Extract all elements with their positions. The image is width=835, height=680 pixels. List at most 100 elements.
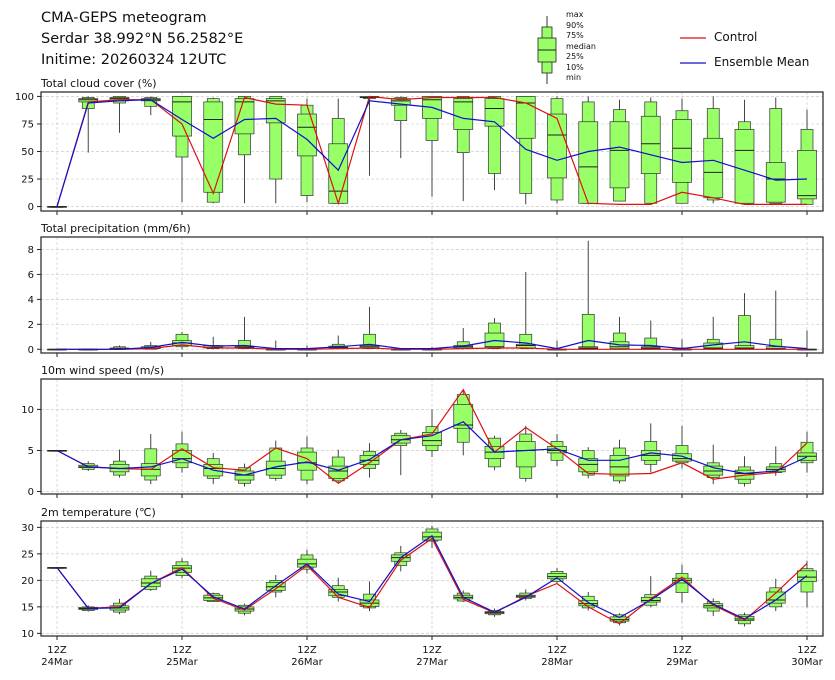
legend-label-p75: 75% <box>566 31 584 40</box>
box-36h <box>234 96 255 204</box>
x-tick-label-time: 12Z <box>172 645 192 656</box>
box-42h <box>265 440 286 481</box>
iqr-box <box>547 113 567 179</box>
y-tick-label: 6 <box>28 270 34 281</box>
y-tick-label: 25 <box>21 175 34 186</box>
box-138h <box>765 97 786 204</box>
title-initime: Initime: 20260324 12UTC <box>41 52 227 68</box>
box-120h <box>672 425 692 469</box>
box-66h <box>390 96 411 159</box>
panel-title: 10m wind speed (m/s) <box>41 364 164 377</box>
box-90h <box>515 96 536 205</box>
iqr-box <box>672 453 692 462</box>
iqr-box <box>390 98 411 106</box>
y-tick-label: 2 <box>28 320 34 331</box>
panel-title: Total cloud cover (%) <box>40 77 157 90</box>
box-24h <box>172 331 192 350</box>
legend-label-p10: 10% <box>566 62 584 72</box>
iqr-box <box>328 589 349 597</box>
box-48h <box>297 436 317 485</box>
iqr-box <box>640 115 661 174</box>
ensemble-mean-line <box>56 534 808 620</box>
box-78h <box>453 389 474 456</box>
panel-frame <box>40 236 824 354</box>
box-96h <box>547 434 567 467</box>
panel-title: Total precipitation (mm/6h) <box>40 222 191 235</box>
y-tick-label: 8 <box>28 245 34 256</box>
box-78h <box>453 96 474 202</box>
ensemble-mean-line <box>57 339 808 350</box>
ensemble-mean-line <box>56 420 808 476</box>
iqr-box <box>703 137 724 199</box>
box-114h <box>640 576 661 608</box>
y-tick-label: 50 <box>21 147 34 158</box>
box-126h <box>703 96 724 204</box>
y-tick-label: 0 <box>28 487 34 498</box>
x-tick-label-time: 12Z <box>547 645 567 656</box>
legend-box-glyph <box>537 16 557 84</box>
box-102h <box>578 240 599 350</box>
box-24h <box>172 96 192 203</box>
x-tick-label-time: 12Z <box>297 645 317 656</box>
iqr-box <box>578 121 599 204</box>
box-66h <box>390 429 411 476</box>
panel-frame <box>40 378 824 495</box>
p10-p90-box <box>581 313 595 350</box>
box-120h <box>672 98 692 204</box>
y-tick-label: 0 <box>28 202 34 213</box>
x-tick-label-date: 30Mar <box>791 657 823 668</box>
box-132h <box>734 99 755 204</box>
iqr-box <box>765 162 786 203</box>
panel-frame <box>40 91 824 212</box>
box-60h <box>359 443 380 478</box>
x-tick-label-date: 27Mar <box>416 657 448 668</box>
box-90h <box>515 271 536 350</box>
x-tick-label-time: 12Z <box>672 645 692 656</box>
box-72h <box>422 96 442 197</box>
box-114h <box>640 423 661 473</box>
y-tick-label: 0 <box>28 345 34 356</box>
iqr-box <box>734 129 755 204</box>
iqr-box <box>547 573 567 580</box>
iqr-box <box>297 451 317 471</box>
p10-p90-box <box>238 340 251 349</box>
iqr-box <box>297 558 317 568</box>
box-132h <box>734 293 755 350</box>
panel-2: Total precipitation (mm/6h) 0 2 4 6 8 <box>28 222 824 357</box>
box-90h <box>515 425 536 482</box>
x-tick-label-date: 24Mar <box>41 657 73 668</box>
legend-label-p90: 90% <box>566 20 584 30</box>
y-tick-label: 20 <box>21 576 34 587</box>
iqr-box <box>453 98 474 130</box>
iqr-box <box>422 432 442 446</box>
control-line <box>57 344 807 350</box>
box-0h <box>47 206 67 208</box>
y-tick-label: 75 <box>21 119 34 130</box>
legend-label-median: median <box>566 41 596 51</box>
y-tick-label: 15 <box>21 602 34 613</box>
p10-p90-box <box>738 315 751 350</box>
box-42h <box>265 96 286 204</box>
x-tick-label-date: 25Mar <box>166 657 198 668</box>
box-102h <box>578 96 599 205</box>
box-108h <box>609 99 630 202</box>
panel-title: 2m temperature (℃) <box>41 506 156 519</box>
x-tick-label-time: 12Z <box>422 645 442 656</box>
box-96h <box>547 568 567 585</box>
box-108h <box>609 439 630 484</box>
box-102h <box>578 447 599 479</box>
iqr-box <box>484 98 505 127</box>
box-30h <box>203 97 224 204</box>
control-line <box>56 388 808 485</box>
box-6h <box>78 461 99 471</box>
iqr-box <box>672 119 692 183</box>
box-54h <box>328 577 349 602</box>
legend-label-max: max <box>566 10 584 19</box>
box-96h <box>547 96 567 204</box>
y-tick-label: 10 <box>21 629 34 640</box>
iqr-box <box>609 121 630 189</box>
box-72h <box>422 409 442 458</box>
box-24h <box>172 431 192 473</box>
legend-box-labels: max 90% 75% median 25% 10% min <box>566 10 596 84</box>
